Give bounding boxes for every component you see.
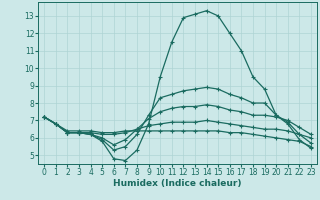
X-axis label: Humidex (Indice chaleur): Humidex (Indice chaleur): [113, 179, 242, 188]
